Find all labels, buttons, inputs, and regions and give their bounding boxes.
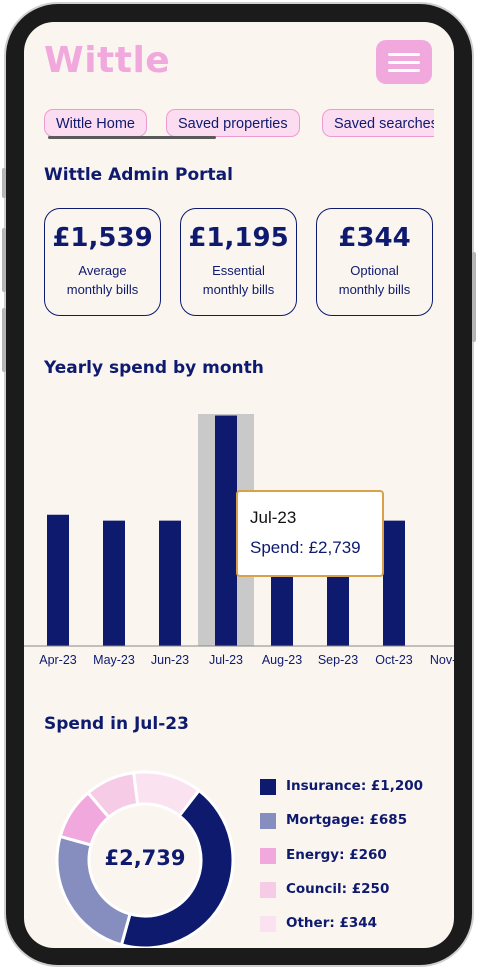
optional-bills-label: Optional monthly bills [338, 263, 411, 297]
chart-tooltip: Jul-23 Spend: £2,739 [236, 490, 384, 577]
wittle-logo[interactable]: Wittle [44, 40, 171, 81]
optional-bills-card: £344 Optional monthly bills [316, 208, 433, 316]
x-tick-label: Jun-23 [151, 653, 189, 667]
side-button [2, 168, 6, 198]
menu-icon-line [388, 53, 420, 56]
spend-donut-chart[interactable] [55, 770, 235, 948]
x-tick-label: Jul-23 [209, 653, 243, 667]
legend-council: Council: £250 [260, 881, 454, 901]
portal-title: Wittle Admin Portal [44, 165, 233, 185]
legend-label: Insurance: £1,200 [286, 778, 424, 794]
legend-swatch [260, 779, 276, 795]
legend-label: Energy: £260 [286, 847, 387, 863]
average-bills-card: £1,539 Average monthly bills [44, 208, 161, 316]
menu-icon-line [388, 61, 420, 64]
donut-slice-other[interactable] [131, 770, 202, 818]
average-bills-value: £1,539 [52, 223, 153, 253]
tab-saved-properties[interactable]: Saved properties [166, 109, 300, 137]
donut-slice-insurance[interactable] [119, 788, 235, 948]
hamburger-menu-button[interactable] [376, 40, 432, 84]
app-screen: Wittle Wittle Home Saved properties Save… [24, 22, 454, 948]
tab-saved-searches[interactable]: Saved searches [322, 109, 434, 137]
essential-bills-label: Essential monthly bills [202, 263, 275, 297]
bar-may-23[interactable] [103, 520, 125, 646]
legend-other: Other: £344 [260, 915, 454, 935]
legend-swatch [260, 916, 276, 932]
legend-label: Council: £250 [286, 881, 390, 897]
bar-apr-23[interactable] [47, 514, 69, 646]
tab-wittle-home[interactable]: Wittle Home [44, 109, 147, 137]
power-button [472, 252, 476, 342]
chart-section-title: Yearly spend by month [44, 358, 264, 378]
x-tick-label: Oct-23 [375, 653, 413, 667]
donut-total: £2,739 [104, 846, 186, 870]
breakdown-title: Spend in Jul-23 [44, 714, 189, 734]
legend-swatch [260, 848, 276, 864]
legend-mortgage: Mortgage: £685 [260, 812, 454, 832]
bar-jun-23[interactable] [159, 520, 181, 646]
bar-jul-23[interactable] [215, 415, 237, 646]
legend-swatch [260, 882, 276, 898]
legend-label: Mortgage: £685 [286, 812, 408, 828]
x-tick-label: Aug-23 [262, 653, 302, 667]
legend-insurance: Insurance: £1,200 [260, 778, 454, 798]
x-tick-label: May-23 [93, 653, 135, 667]
volume-up-button [2, 228, 6, 292]
legend-energy: Energy: £260 [260, 847, 454, 867]
tabs-scrollbar[interactable] [48, 136, 216, 139]
menu-icon-line [388, 69, 420, 72]
tooltip-spend: Spend: £2,739 [250, 538, 361, 557]
essential-bills-value: £1,195 [188, 223, 289, 253]
x-tick-label: Apr-23 [39, 653, 77, 667]
tooltip-month: Jul-23 [250, 508, 297, 527]
bar-oct-23[interactable] [383, 520, 405, 646]
x-tick-label: Nov-23 [430, 653, 454, 667]
x-tick-label: Sep-23 [318, 653, 358, 667]
essential-bills-card: £1,195 Essential monthly bills [180, 208, 297, 316]
legend-swatch [260, 813, 276, 829]
volume-down-button [2, 308, 6, 372]
legend-label: Other: £344 [286, 915, 378, 931]
average-bills-label: Average monthly bills [66, 263, 139, 297]
optional-bills-value: £344 [338, 223, 411, 253]
nav-tabs: Wittle Home Saved properties Saved searc… [44, 109, 434, 141]
